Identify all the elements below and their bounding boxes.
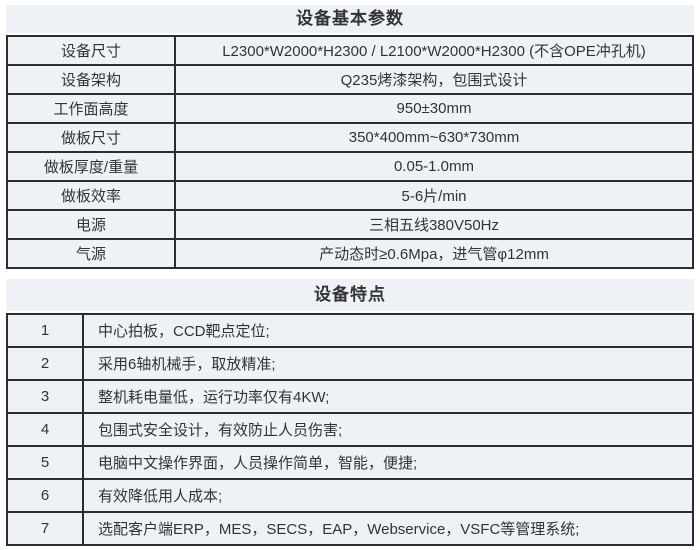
table-row: 5 电脑中文操作界面，人员操作简单，智能，便捷; (6, 445, 694, 480)
params-label-cell: 做板尺寸 (6, 122, 176, 153)
params-value-cell: 950±30mm (174, 93, 694, 124)
table-row: 做板尺寸 350*400mm~630*730mm (6, 122, 694, 153)
params-label-cell: 设备架构 (6, 64, 176, 95)
table-row: 6 有效降低用人成本; (6, 478, 694, 513)
features-num-cell: 4 (6, 412, 84, 447)
params-value-cell: L2300*W2000*H2300 / L2100*W2000*H2300 (不… (174, 35, 694, 66)
section-gap (6, 269, 694, 279)
table-row: 做板厚度/重量 0.05-1.0mm (6, 151, 694, 182)
params-value-cell: 5-6片/min (174, 180, 694, 211)
features-text-cell: 中心拍板，CCD靶点定位; (82, 313, 694, 348)
features-num-cell: 1 (6, 313, 84, 348)
table-row: 设备尺寸 L2300*W2000*H2300 / L2100*W2000*H230… (6, 35, 694, 66)
params-label-cell: 做板厚度/重量 (6, 151, 176, 182)
params-value-cell: Q235烤漆架构，包围式设计 (174, 64, 694, 95)
features-num-cell: 2 (6, 346, 84, 381)
features-num-cell: 5 (6, 445, 84, 480)
params-label-cell: 工作面高度 (6, 93, 176, 124)
features-table: 1 中心拍板，CCD靶点定位; 2 采用6轴机械手，取放精准; 3 整机耗电量低，运行功率… (6, 313, 694, 546)
params-label-cell: 设备尺寸 (6, 35, 176, 66)
table-row: 4 包围式安全设计，有效防止人员伤害; (6, 412, 694, 447)
params-value-cell: 产动态时≥0.6Mpa，进气管φ12mm (174, 238, 694, 269)
table-row: 7 选配客户端ERP，MES，SECS，EAP，Webservice，VSFC等管… (6, 511, 694, 546)
params-table: 设备尺寸 L2300*W2000*H2300 / L2100*W2000*H230… (6, 35, 694, 269)
params-value-cell: 350*400mm~630*730mm (174, 122, 694, 153)
features-text-cell: 整机耗电量低，运行功率仅有4KW; (82, 379, 694, 414)
table-row: 工作面高度 950±30mm (6, 93, 694, 124)
table-row: 设备架构 Q235烤漆架构，包围式设计 (6, 64, 694, 95)
table-row: 气源 产动态时≥0.6Mpa，进气管φ12mm (6, 238, 694, 269)
table-row: 2 采用6轴机械手，取放精准; (6, 346, 694, 381)
features-text-cell: 选配客户端ERP，MES，SECS，EAP，Webservice，VSFC等管理… (82, 511, 694, 546)
table-row: 电源 三相五线380V50Hz (6, 209, 694, 240)
features-text-cell: 有效降低用人成本; (82, 478, 694, 513)
params-label-cell: 电源 (6, 209, 176, 240)
table-row: 1 中心拍板，CCD靶点定位; (6, 313, 694, 348)
params-label-cell: 气源 (6, 238, 176, 269)
features-num-cell: 3 (6, 379, 84, 414)
features-table-title: 设备特点 (6, 279, 694, 311)
table-row: 做板效率 5-6片/min (6, 180, 694, 211)
params-label-cell: 做板效率 (6, 180, 176, 211)
params-table-title: 设备基本参数 (6, 5, 694, 33)
features-text-cell: 采用6轴机械手，取放精准; (82, 346, 694, 381)
params-value-cell: 0.05-1.0mm (174, 151, 694, 182)
features-num-cell: 6 (6, 478, 84, 513)
table-row: 3 整机耗电量低，运行功率仅有4KW; (6, 379, 694, 414)
params-value-cell: 三相五线380V50Hz (174, 209, 694, 240)
features-text-cell: 电脑中文操作界面，人员操作简单，智能，便捷; (82, 445, 694, 480)
features-text-cell: 包围式安全设计，有效防止人员伤害; (82, 412, 694, 447)
features-num-cell: 7 (6, 511, 84, 546)
